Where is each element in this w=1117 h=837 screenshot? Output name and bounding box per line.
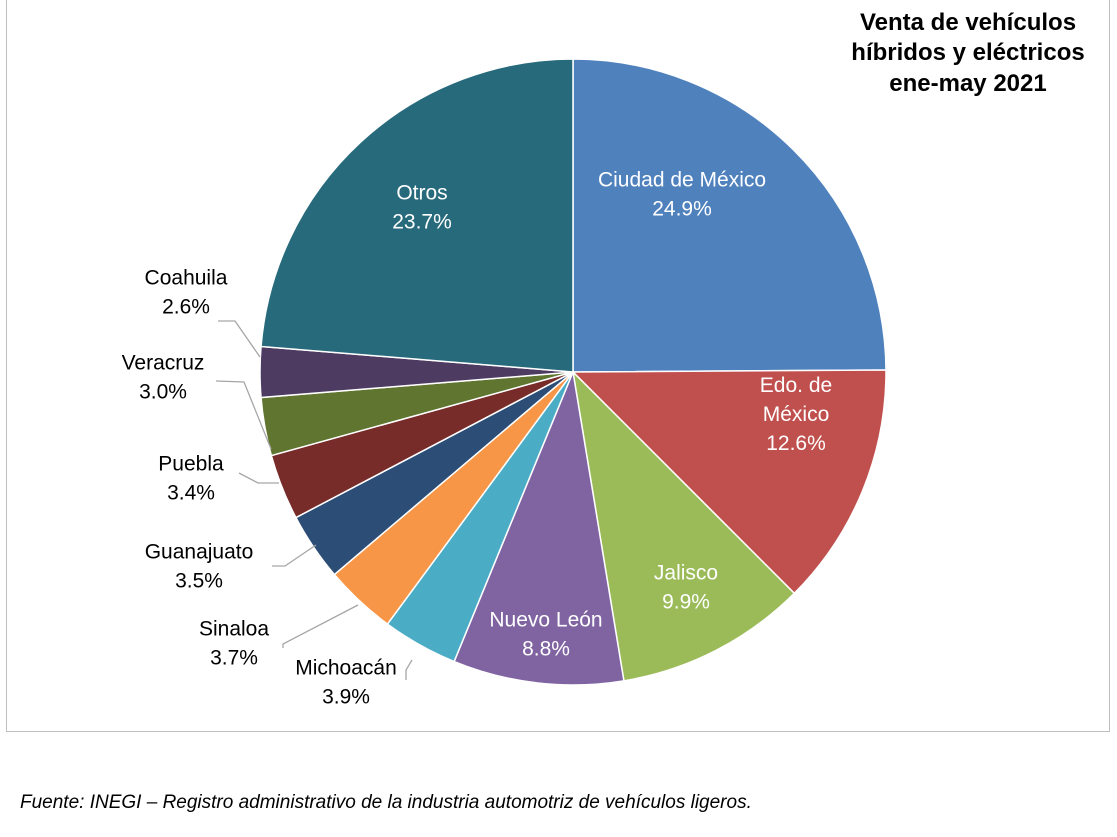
pie-slice-edo-de-méxico (571, 369, 887, 595)
pie-slice-ciudad-de-méxico (572, 58, 887, 373)
data-label-name-2-2: México (763, 403, 830, 426)
data-label-value-4: 8.8% (522, 638, 570, 661)
data-label-name-8: Puebla (158, 453, 224, 476)
chart-area (6, 0, 1110, 732)
data-label-value-11: 23.7% (392, 211, 452, 234)
chart-title-line-1: Venta de vehículos (860, 9, 1076, 36)
leader-line-9 (215, 380, 272, 450)
data-label-name-6: Sinaloa (199, 618, 269, 641)
chart-title-line-3: ene-may 2021 (889, 70, 1046, 97)
data-label-value-10: 2.6% (162, 296, 210, 319)
data-label-value-3: 9.9% (662, 591, 710, 614)
data-label-name-5: Michoacán (295, 657, 397, 680)
chart-title-line-2: híbridos y eléctricos (851, 39, 1084, 66)
pie-slice-otros (260, 58, 574, 373)
data-label-name-4: Nuevo León (489, 609, 602, 632)
data-label-name-11: Otros (396, 182, 447, 205)
data-label-value-8: 3.4% (167, 482, 215, 505)
pie-slice-nuevo-león (453, 369, 625, 686)
data-label-value-6: 3.7% (210, 647, 258, 670)
data-label-value-1: 24.9% (652, 198, 712, 221)
pie-chart: Ciudad de México 24.9% Edo. de México 12.6% J… (122, 9, 1085, 709)
data-label-value-5: 3.9% (322, 686, 370, 709)
leader-line-6 (282, 604, 359, 648)
data-label-value-2: 12.6% (766, 432, 826, 455)
data-label-name-10: Coahuila (145, 267, 228, 290)
pie-slice-jalisco (571, 369, 796, 682)
data-label-name-1: Ciudad de México (598, 169, 766, 192)
data-label-name-2-1: Edo. de (760, 374, 832, 397)
data-label-name-3: Jalisco (654, 562, 718, 585)
leader-line-7 (272, 544, 317, 567)
data-label-name-9: Veracruz (122, 352, 205, 375)
leader-line-10 (218, 320, 261, 358)
leader-line-8 (238, 472, 279, 484)
data-label-value-7: 3.5% (175, 570, 223, 593)
source-note: Fuente: INEGI – Registro administrativo … (20, 792, 752, 813)
leader-line-5 (405, 659, 413, 680)
data-label-name-7: Guanajuato (145, 541, 254, 564)
data-label-value-9: 3.0% (139, 381, 187, 404)
